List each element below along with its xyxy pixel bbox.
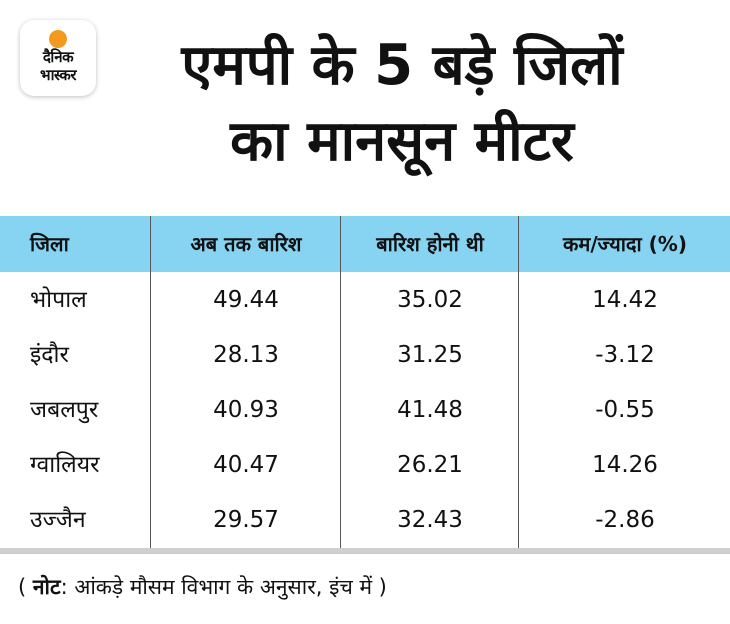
district-cell: इंदौर xyxy=(30,342,69,368)
rain-so-far-cell: 40.93 xyxy=(213,397,279,423)
difference-cell: -0.55 xyxy=(595,397,655,423)
expected-rain-cell: 35.02 xyxy=(397,287,463,313)
note-text: : आंकड़े मौसम विभाग के अनुसार, इंच में ) xyxy=(60,575,387,599)
district-cell: भोपाल xyxy=(30,287,87,313)
column-header-expected-rain: बारिश होनी थी xyxy=(376,232,484,256)
sun-icon xyxy=(49,30,67,48)
column-divider xyxy=(518,216,519,552)
rain-so-far-cell: 40.47 xyxy=(213,452,279,478)
column-divider xyxy=(340,216,341,552)
district-cell: उज्जैन xyxy=(30,507,86,533)
table-row: ग्वालियर 40.47 26.21 14.26 xyxy=(0,438,730,493)
expected-rain-cell: 26.21 xyxy=(397,452,463,478)
district-cell: जबलपुर xyxy=(30,397,99,423)
logo-text-line-1: दैनिक xyxy=(42,48,74,66)
column-divider xyxy=(150,216,151,552)
title-line-1: एमपी के 5 बड़े जिलों xyxy=(181,33,623,98)
expected-rain-cell: 32.43 xyxy=(397,507,463,533)
expected-rain-cell: 31.25 xyxy=(397,342,463,368)
dainik-bhaskar-logo: दैनिक भास्कर xyxy=(20,20,96,96)
chart-title: एमपी के 5 बड़े जिलों का मानसून मीटर xyxy=(112,28,692,180)
rain-so-far-cell: 49.44 xyxy=(213,287,279,313)
column-header-difference-percent: कम/ज्यादा (%) xyxy=(563,232,687,256)
rain-so-far-cell: 28.13 xyxy=(213,342,279,368)
note-label: नोट xyxy=(32,575,61,599)
expected-rain-cell: 41.48 xyxy=(397,397,463,423)
column-header-district: जिला xyxy=(30,232,69,256)
table-header-row: जिला अब तक बारिश बारिश होनी थी कम/ज्यादा… xyxy=(0,216,730,272)
table-row: इंदौर 28.13 31.25 -3.12 xyxy=(0,328,730,383)
note-open-paren: ( xyxy=(18,575,33,599)
table-row: भोपाल 49.44 35.02 14.42 xyxy=(0,273,730,328)
title-line-2: का मानसून मीटर xyxy=(230,109,574,174)
table-bottom-rule xyxy=(0,548,730,554)
source-note: ( नोट: आंकड़े मौसम विभाग के अनुसार, इंच … xyxy=(18,572,387,602)
logo-text-line-2: भास्कर xyxy=(40,66,76,84)
difference-cell: -3.12 xyxy=(595,342,655,368)
difference-cell: 14.26 xyxy=(592,452,658,478)
difference-cell: 14.42 xyxy=(592,287,658,313)
rainfall-table: जिला अब तक बारिश बारिश होनी थी कम/ज्यादा… xyxy=(0,216,730,554)
column-header-rain-so-far: अब तक बारिश xyxy=(190,232,302,256)
difference-cell: -2.86 xyxy=(595,507,655,533)
table-row: जबलपुर 40.93 41.48 -0.55 xyxy=(0,383,730,438)
table-row: उज्जैन 29.57 32.43 -2.86 xyxy=(0,493,730,548)
district-cell: ग्वालियर xyxy=(30,452,100,478)
rain-so-far-cell: 29.57 xyxy=(213,507,279,533)
